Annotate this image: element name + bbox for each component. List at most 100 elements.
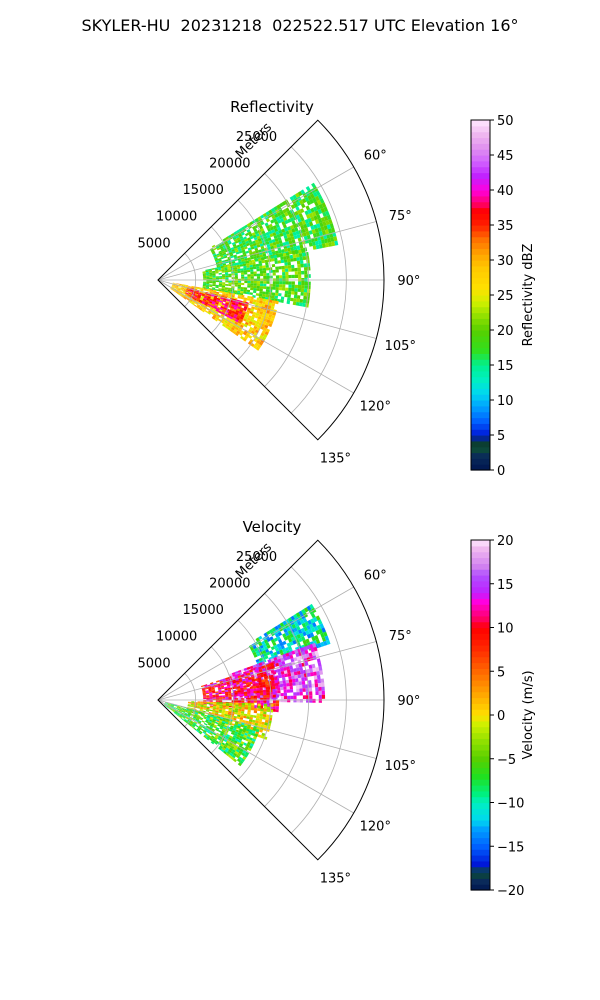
echo-cell: [290, 658, 295, 663]
echo-cell: [284, 647, 290, 652]
echo-cell: [272, 686, 276, 690]
colorbar-swatch: [471, 149, 490, 156]
echo-cell: [265, 299, 270, 303]
colorbar-swatch: [471, 446, 490, 454]
echo-cell: [282, 284, 286, 288]
echo-cell: [195, 724, 199, 728]
echo-cell: [264, 678, 269, 682]
echo-cell: [205, 690, 209, 692]
echo-cell: [228, 284, 232, 287]
echo-cell: [200, 728, 204, 732]
echo-cell: [254, 323, 259, 328]
echo-cell: [302, 631, 307, 637]
echo-cell: [249, 714, 254, 718]
echo-cell: [282, 620, 287, 626]
echo-cell: [203, 701, 208, 703]
echo-cell: [295, 253, 300, 258]
echo-cell: [218, 310, 222, 314]
echo-cell: [203, 278, 207, 280]
echo-cell: [209, 284, 213, 286]
echo-cell: [237, 723, 242, 727]
echo-cell: [312, 191, 318, 198]
echo-cell: [266, 286, 270, 290]
echo-cell: [220, 748, 225, 753]
echo-cell: [320, 641, 325, 647]
echo-cell: [244, 746, 249, 750]
echo-cell: [199, 306, 203, 310]
echo-cell: [204, 714, 208, 717]
echo-cell: [301, 270, 305, 275]
colorbar-swatch: [471, 335, 490, 343]
reflectivity-echo-field: [170, 182, 339, 351]
echo-cell: [240, 711, 245, 714]
echo-cell: [206, 717, 210, 720]
echo-cell: [228, 742, 233, 746]
echo-cell: [227, 248, 232, 252]
echo-cell: [323, 631, 328, 637]
echo-cell: [252, 261, 256, 265]
echo-cell: [295, 664, 300, 669]
echo-cell: [213, 682, 217, 685]
echo-cell: [252, 681, 256, 684]
echo-cell: [300, 263, 304, 268]
echo-cell: [257, 703, 261, 707]
colorbar-tick-label: 35: [497, 219, 514, 234]
echo-cell: [302, 302, 306, 307]
colorbar-swatch: [471, 452, 490, 459]
echo-cell: [215, 300, 220, 304]
echo-cell: [219, 277, 223, 280]
echo-cell: [259, 690, 264, 693]
echo-cell: [310, 672, 314, 677]
echo-cell: [240, 330, 245, 334]
echo-cell: [247, 247, 252, 251]
echo-cell: [236, 244, 241, 248]
echo-cell: [190, 720, 194, 724]
colorbar-swatch: [471, 855, 490, 862]
echo-cell: [180, 288, 184, 291]
echo-cell: [184, 294, 188, 297]
echo-cell: [231, 730, 236, 734]
echo-cell: [265, 241, 270, 245]
echo-cell: [275, 662, 280, 667]
echo-cell: [203, 705, 207, 707]
echo-cell: [296, 688, 300, 693]
echo-cell: [249, 671, 254, 675]
echo-cell: [178, 286, 182, 288]
echo-cell: [213, 706, 217, 708]
echo-cell: [274, 260, 278, 264]
colorbar-swatch: [471, 300, 490, 308]
velocity-polar-grid: [157, 539, 385, 861]
echo-cell: [225, 284, 229, 286]
echo-cell: [214, 318, 218, 322]
echo-cell: [267, 227, 272, 232]
echo-cell: [238, 227, 243, 232]
echo-cell: [298, 253, 303, 258]
echo-cell: [299, 691, 303, 696]
echo-cell: [272, 688, 276, 692]
echo-cell: [234, 271, 238, 274]
echo-cell: [285, 275, 289, 279]
echo-cell: [258, 662, 263, 666]
echo-cell: [319, 623, 325, 629]
echo-cell: [277, 226, 282, 231]
echo-cell: [212, 273, 216, 276]
echo-cell: [255, 241, 260, 246]
echo-cell: [195, 718, 199, 722]
echo-cell: [302, 684, 306, 689]
echo-cell: [231, 302, 236, 306]
echo-cell: [263, 708, 267, 712]
echo-cell: [194, 721, 198, 724]
echo-cell: [215, 709, 219, 712]
echo-cell: [237, 282, 242, 285]
echo-cell: [243, 685, 247, 688]
echo-cell: [179, 709, 183, 712]
echo-cell: [259, 335, 264, 339]
echo-cell: [200, 287, 204, 290]
echo-cell: [290, 236, 295, 241]
echo-cell: [201, 294, 205, 297]
echo-cell: [309, 668, 314, 673]
echo-cell: [287, 645, 293, 651]
angle-tick-label: 105°: [385, 759, 416, 774]
echo-cell: [175, 285, 179, 287]
echo-cell: [247, 705, 252, 708]
